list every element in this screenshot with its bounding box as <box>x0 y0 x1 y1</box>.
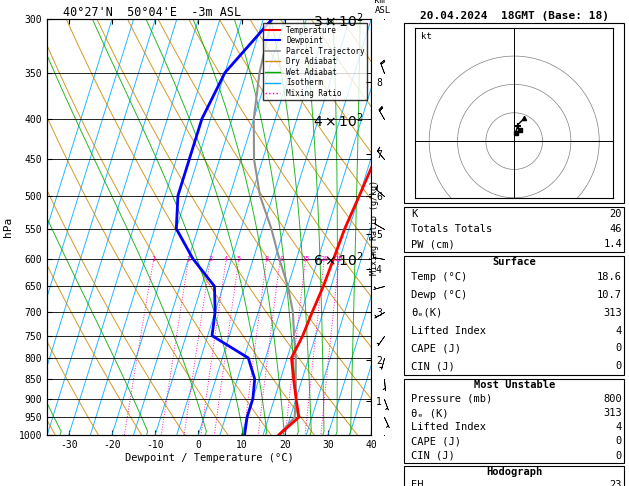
Text: 10: 10 <box>276 256 284 261</box>
Text: 313: 313 <box>603 408 622 418</box>
Text: 20: 20 <box>610 209 622 219</box>
Text: 10.7: 10.7 <box>597 290 622 300</box>
Text: 0: 0 <box>616 436 622 446</box>
Text: 0: 0 <box>616 344 622 353</box>
Text: θₑ (K): θₑ (K) <box>411 408 448 418</box>
Text: 46: 46 <box>610 224 622 234</box>
Text: 4: 4 <box>224 256 228 261</box>
Text: 0: 0 <box>616 451 622 461</box>
Text: θₑ(K): θₑ(K) <box>411 308 442 318</box>
Text: Lifted Index: Lifted Index <box>411 422 486 432</box>
Bar <box>404 207 625 252</box>
Text: 20: 20 <box>320 256 328 261</box>
Text: Hodograph: Hodograph <box>486 467 542 477</box>
Text: 23: 23 <box>610 480 622 486</box>
Text: 800: 800 <box>603 394 622 404</box>
Text: Pressure (mb): Pressure (mb) <box>411 394 492 404</box>
Text: 4: 4 <box>616 326 622 336</box>
Text: CAPE (J): CAPE (J) <box>411 344 461 353</box>
Text: 8: 8 <box>264 256 269 261</box>
Text: 313: 313 <box>603 308 622 318</box>
Text: 0: 0 <box>616 361 622 371</box>
X-axis label: Dewpoint / Temperature (°C): Dewpoint / Temperature (°C) <box>125 452 294 463</box>
Text: 15: 15 <box>301 256 310 261</box>
Text: Most Unstable: Most Unstable <box>474 381 555 390</box>
Text: Totals Totals: Totals Totals <box>411 224 492 234</box>
Legend: Temperature, Dewpoint, Parcel Trajectory, Dry Adiabat, Wet Adiabat, Isotherm, Mi: Temperature, Dewpoint, Parcel Trajectory… <box>263 23 367 100</box>
Text: 4: 4 <box>616 422 622 432</box>
Text: km
ASL: km ASL <box>374 0 391 15</box>
Text: Dewp (°C): Dewp (°C) <box>411 290 467 300</box>
Text: 1: 1 <box>152 256 156 261</box>
Text: CAPE (J): CAPE (J) <box>411 436 461 446</box>
Text: PW (cm): PW (cm) <box>411 239 455 249</box>
Text: 1.4: 1.4 <box>603 239 622 249</box>
Text: EH: EH <box>411 480 423 486</box>
Text: 3: 3 <box>208 256 213 261</box>
Text: 1LCL: 1LCL <box>373 418 393 427</box>
Text: 2: 2 <box>187 256 191 261</box>
Text: 20.04.2024  18GMT (Base: 18): 20.04.2024 18GMT (Base: 18) <box>420 11 609 21</box>
Text: Surface: Surface <box>493 257 536 267</box>
Text: K: K <box>411 209 417 219</box>
Text: 40°27'N  50°04'E  -3m ASL: 40°27'N 50°04'E -3m ASL <box>64 6 242 19</box>
Text: kt: kt <box>421 32 431 41</box>
Text: 18.6: 18.6 <box>597 272 622 282</box>
Bar <box>404 379 625 463</box>
Text: 5: 5 <box>237 256 241 261</box>
Text: Lifted Index: Lifted Index <box>411 326 486 336</box>
Bar <box>404 466 625 486</box>
Text: Temp (°C): Temp (°C) <box>411 272 467 282</box>
Bar <box>404 256 625 375</box>
Text: Mixing Ratio (g/kg): Mixing Ratio (g/kg) <box>370 180 379 275</box>
Bar <box>404 23 625 203</box>
Text: CIN (J): CIN (J) <box>411 451 455 461</box>
Y-axis label: hPa: hPa <box>3 217 13 237</box>
Text: 25: 25 <box>335 256 343 261</box>
Text: CIN (J): CIN (J) <box>411 361 455 371</box>
